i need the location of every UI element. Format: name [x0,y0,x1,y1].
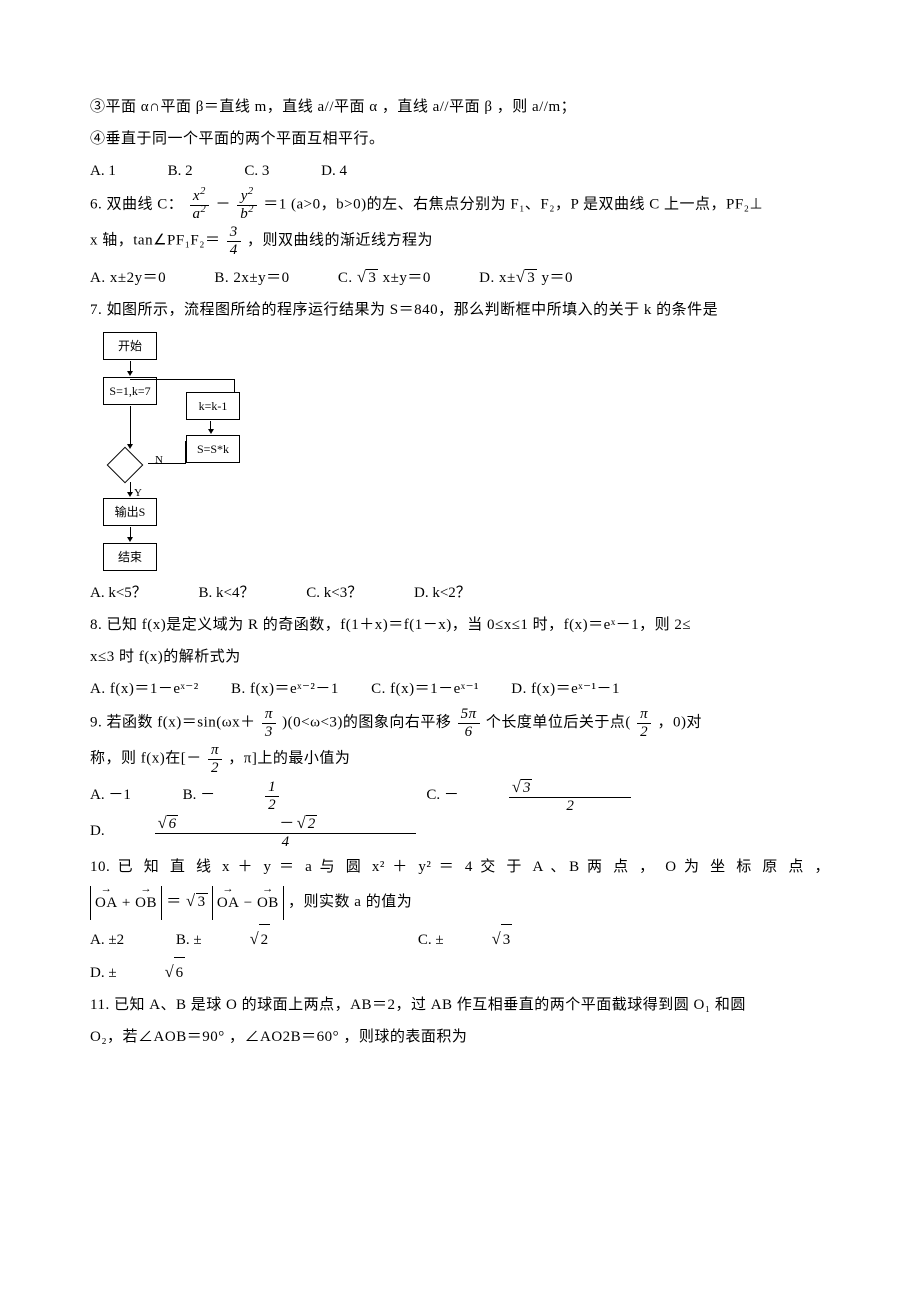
opt-c: C. ±3 [418,922,608,955]
fc-yes: Y [134,482,142,504]
fc-end: 结束 [103,543,157,571]
fc-step2: S=S*k [186,435,240,463]
opt-d: D. 6 － 24 [90,814,512,850]
q5-options: A. 1 B. 2 C. 3 D. 4 [90,156,830,186]
opt-c: C. 3 x±y＝0 [338,270,435,286]
opt-a: A. －1 [90,780,131,810]
fc-step1: k=k-1 [186,392,240,420]
frac-y2b2: y2 b2 [237,188,257,222]
q8-options: A. f(x)＝1－eˣ⁻² B. f(x)＝eˣ⁻²－1 C. f(x)＝1－… [90,674,830,704]
q6-stem-line2: x 轴，tan∠PF₁F₂＝ 3 4 ，则双曲线的渐近线方程为 [90,224,830,258]
fc-start: 开始 [103,332,157,360]
q7-stem: 7. 如图所示，流程图所给的程序运行结果为 S＝840，那么判断框中所填入的关于… [90,295,830,325]
abs-diff: OA − OB [212,886,284,920]
q6-stem-line1: 6. 双曲线 C： x2 a2 － y2 b2 ＝1 (a>0，b>0)的左、右… [90,188,830,222]
q9-line2: 称，则 f(x)在[－ π2 ，π]上的最小值为 [90,742,830,776]
q8-line1: 8. 已知 f(x)是定义域为 R 的奇函数，f(1＋x)＝f(1－x)，当 0… [90,610,830,640]
q11-line2: O₂，若∠AOB＝90° ，∠AO2B＝60° ，则球的表面积为 [90,1022,830,1052]
q10-line2: OA + OB ＝ 3 OA − OB ，则实数 a 的值为 [90,884,830,920]
q9-line1: 9. 若函数 f(x)＝sin(ωx＋ π3 )(0<ω<3)的图象向右平移 5… [90,706,830,740]
opt-d: D. x±3 y＝0 [479,270,573,286]
q8-line2: x≤3 时 f(x)的解析式为 [90,642,830,672]
q11-line1: 11. 已知 A、B 是球 O 的球面上两点，AB＝2，过 AB 作互相垂直的两… [90,990,830,1020]
opt-b: B. 2x±y＝0 [214,270,289,286]
opt-d: D. 4 [321,156,347,186]
opt-b: B. 2 [168,156,193,186]
statement-4: ④垂直于同一个平面的两个平面互相平行。 [90,124,830,154]
opt-a: A. f(x)＝1－eˣ⁻² [90,674,199,704]
opt-b: B. f(x)＝eˣ⁻²－1 [231,674,339,704]
fc-output: 输出S [103,498,157,526]
q10-line1: 10. 已 知 直 线 x ＋ y ＝ a 与 圆 x² ＋ y² ＝ 4 交 … [90,852,830,882]
opt-a: A. x±2y＝0 [90,270,166,286]
frac-x2a2: x2 a2 [190,188,210,222]
opt-d: D. f(x)＝eˣ⁻¹－1 [511,674,620,704]
vec-ob: OB [135,888,157,918]
opt-a: A. 1 [90,156,116,186]
fc-decision [107,447,144,484]
frac-3-4: 3 4 [227,224,241,258]
fc-no: N [155,449,163,471]
opt-a: A. k<5？ [90,578,147,608]
opt-c: C. k<3？ [306,578,362,608]
opt-a: A. ±2 [90,925,124,955]
opt-c: C. 3 [244,156,269,186]
opt-c: C. f(x)＝1－eˣ⁻¹ [371,674,479,704]
opt-d: D. k<2？ [414,578,471,608]
opt-b: B. －12 [183,779,375,813]
flowchart: 开始 S=1,k=7 Y 输出S 结束 k=k-1 S=S*k N [100,331,280,572]
q10-options: A. ±2 B. ±2 C. ±3 D. ±6 [90,922,830,988]
statement-3: ③平面 α∩平面 β＝直线 m，直线 a//平面 α ，直线 a//平面 β ，… [90,92,830,122]
opt-d: D. ±6 [90,955,281,988]
fc-init: S=1,k=7 [103,377,157,405]
q6-options: A. x±2y＝0 B. 2x±y＝0 C. 3 x±y＝0 D. x±3 y＝… [90,260,830,293]
q7-options: A. k<5？ B. k<4？ C. k<3？ D. k<2？ [90,578,830,608]
q6-pre: 6. 双曲线 C： [90,196,183,212]
opt-b: B. k<4？ [199,578,255,608]
opt-c: C. －32 [426,778,727,814]
opt-b: B. ±2 [176,922,366,955]
vec-oa: OA [95,888,118,918]
q9-options: A. －1 B. －12 C. －32 D. 6 － 24 [90,778,830,850]
abs-sum: OA + OB [90,886,162,920]
q6-post: ＝1 (a>0，b>0)的左、右焦点分别为 F₁、F₂，P 是双曲线 C 上一点… [263,196,763,212]
